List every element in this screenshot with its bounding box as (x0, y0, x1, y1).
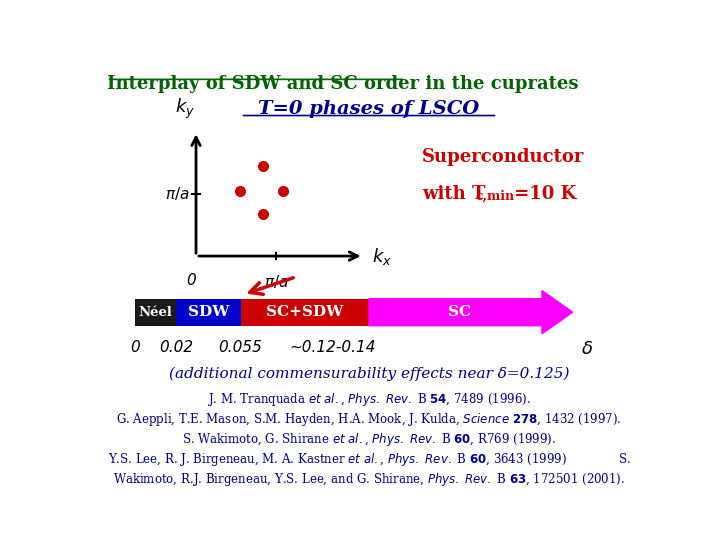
Text: $\delta$: $\delta$ (580, 340, 593, 358)
Bar (135, 299, 176, 326)
Text: $\pi/a$: $\pi/a$ (165, 185, 189, 202)
Text: ~0.12-0.14: ~0.12-0.14 (289, 340, 376, 355)
Text: SDW: SDW (188, 305, 229, 319)
Text: $k_x$: $k_x$ (372, 246, 392, 267)
Text: $k_y$: $k_y$ (175, 97, 195, 121)
Text: SC: SC (448, 305, 471, 319)
Text: S. Wakimoto, G. Shirane $et\ al.$, $Phys.\ Rev.$ B $\mathbf{60}$, R769 (1999).: S. Wakimoto, G. Shirane $et\ al.$, $Phys… (182, 431, 556, 448)
Text: SC+SDW: SC+SDW (266, 305, 343, 319)
Text: Interplay of SDW and SC order in the cuprates: Interplay of SDW and SC order in the cup… (107, 75, 578, 93)
Text: Y.S. Lee, R. J. Birgeneau, M. A. Kastner $et\ al.$, $Phys.\ Rev.$ B $\mathbf{60}: Y.S. Lee, R. J. Birgeneau, M. A. Kastner… (108, 451, 630, 468)
Text: with T: with T (422, 185, 485, 204)
Bar (176, 299, 240, 326)
Text: c,min: c,min (476, 190, 515, 202)
Text: J. M. Tranquada $et\ al.$, $Phys.\ Rev.$ B $\mathbf{54}$, 7489 (1996).: J. M. Tranquada $et\ al.$, $Phys.\ Rev.$… (207, 391, 531, 408)
Text: (additional commensurability effects near δ=0.125): (additional commensurability effects nea… (168, 366, 570, 381)
Text: $\pi/a$: $\pi/a$ (264, 273, 289, 289)
Text: 0: 0 (130, 340, 140, 355)
Text: =10 K: =10 K (508, 185, 577, 204)
Text: 0.055: 0.055 (219, 340, 263, 355)
Text: G. Aeppli, T.E. Mason, S.M. Hayden, H.A. Mook, J. Kulda, $\mathit{Science}$ $\ma: G. Aeppli, T.E. Mason, S.M. Hayden, H.A.… (117, 411, 621, 428)
Text: Wakimoto, R.J. Birgeneau, Y.S. Lee, and G. Shirane, $\mathit{Phys.\ Rev.}$ B $\m: Wakimoto, R.J. Birgeneau, Y.S. Lee, and … (113, 471, 625, 488)
Text: Superconductor: Superconductor (422, 148, 585, 166)
Text: Néel: Néel (139, 306, 173, 319)
Bar (240, 299, 369, 326)
Text: 0: 0 (186, 273, 197, 288)
Text: T=0 phases of LSCO: T=0 phases of LSCO (258, 100, 480, 118)
Text: 0.02: 0.02 (159, 340, 194, 355)
FancyArrow shape (369, 291, 572, 334)
